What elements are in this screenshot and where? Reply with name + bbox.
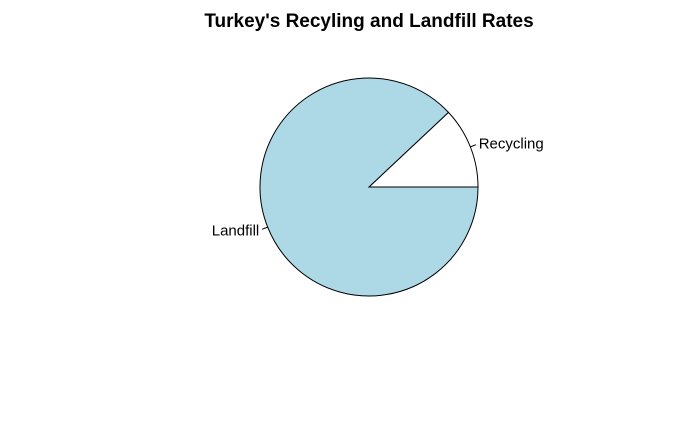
pie-slice-landfill	[259, 77, 479, 297]
leader-line-recycling	[470, 144, 477, 148]
pie-labels: Recycling Landfill	[212, 136, 544, 240]
pie-slices	[259, 77, 479, 297]
pie-label-recycling: Recycling	[479, 136, 544, 153]
pie-label-landfill: Landfill	[212, 222, 260, 239]
pie-slice-recycling	[367, 111, 479, 188]
chart-title: Turkey's Recyling and Landfill Rates	[204, 11, 533, 32]
leader-line-landfill	[261, 226, 268, 230]
